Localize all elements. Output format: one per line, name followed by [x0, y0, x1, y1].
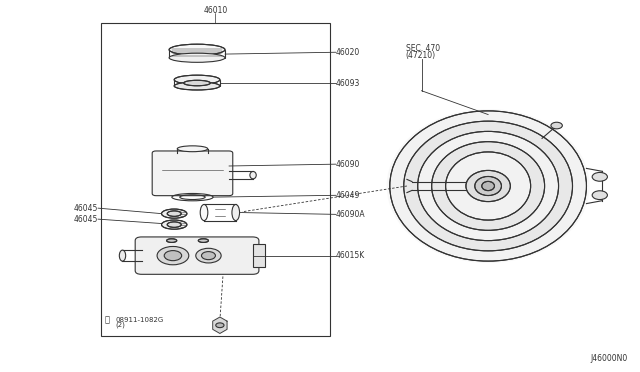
Ellipse shape: [174, 82, 220, 90]
Circle shape: [202, 251, 216, 260]
Ellipse shape: [390, 111, 586, 261]
Ellipse shape: [551, 122, 563, 129]
Bar: [101, 23, 330, 336]
FancyBboxPatch shape: [152, 151, 233, 196]
Ellipse shape: [250, 171, 256, 179]
Ellipse shape: [169, 44, 225, 55]
Ellipse shape: [169, 53, 225, 62]
Ellipse shape: [466, 170, 510, 202]
Ellipse shape: [232, 205, 239, 221]
Circle shape: [157, 247, 189, 265]
Ellipse shape: [404, 121, 573, 251]
Ellipse shape: [174, 75, 220, 84]
Text: 46049: 46049: [336, 191, 360, 200]
Text: (47210): (47210): [406, 51, 436, 60]
Text: 46010: 46010: [203, 6, 227, 15]
Circle shape: [592, 173, 607, 181]
Ellipse shape: [200, 205, 208, 221]
Circle shape: [592, 191, 607, 199]
Text: 46093: 46093: [336, 79, 360, 88]
Text: Ⓝ: Ⓝ: [104, 315, 109, 324]
Ellipse shape: [482, 182, 495, 190]
Ellipse shape: [177, 146, 208, 152]
Ellipse shape: [161, 220, 187, 229]
Text: SEC. 470: SEC. 470: [406, 44, 440, 53]
Ellipse shape: [166, 239, 177, 243]
Bar: [253, 244, 265, 267]
Circle shape: [216, 323, 224, 328]
Ellipse shape: [161, 209, 187, 218]
Text: 46045: 46045: [74, 215, 98, 224]
Polygon shape: [212, 317, 227, 333]
Ellipse shape: [198, 239, 209, 243]
FancyBboxPatch shape: [135, 237, 259, 274]
Ellipse shape: [418, 131, 559, 241]
Ellipse shape: [119, 250, 125, 261]
Text: 46020: 46020: [336, 48, 360, 57]
Circle shape: [164, 251, 182, 261]
Ellipse shape: [184, 80, 211, 86]
Circle shape: [196, 248, 221, 263]
Text: (2): (2): [115, 322, 125, 328]
Ellipse shape: [167, 211, 181, 217]
Text: 08911-1082G: 08911-1082G: [115, 317, 163, 323]
Ellipse shape: [167, 222, 181, 227]
Text: 46015K: 46015K: [336, 251, 365, 260]
Text: 46045: 46045: [74, 203, 98, 213]
Ellipse shape: [475, 176, 502, 196]
Text: J46000N0: J46000N0: [591, 354, 628, 363]
Text: 46090: 46090: [336, 160, 360, 169]
Text: 46090A: 46090A: [336, 210, 365, 219]
Ellipse shape: [387, 109, 589, 263]
Ellipse shape: [431, 142, 545, 230]
Ellipse shape: [445, 152, 531, 220]
